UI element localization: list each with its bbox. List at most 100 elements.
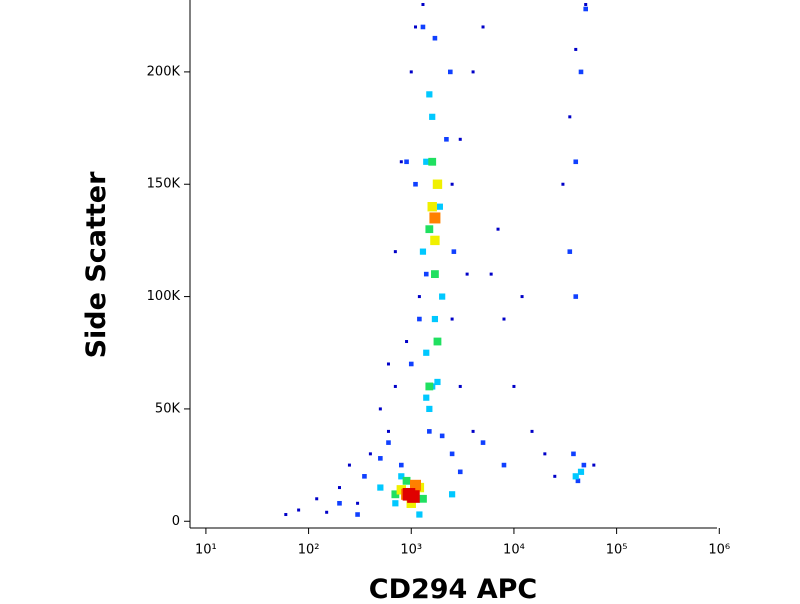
point	[439, 433, 445, 439]
point	[489, 272, 493, 276]
point	[423, 158, 430, 165]
point	[450, 317, 454, 321]
point	[356, 501, 360, 505]
point	[423, 271, 429, 277]
point	[573, 159, 579, 165]
y-tick-label: 200K	[147, 64, 181, 79]
point	[405, 340, 409, 344]
point	[378, 456, 383, 461]
point	[502, 317, 506, 321]
point	[432, 179, 443, 189]
point	[480, 440, 486, 445]
point	[368, 452, 372, 456]
point	[284, 513, 288, 517]
point	[402, 476, 411, 485]
point	[423, 349, 430, 356]
point	[410, 479, 422, 491]
point	[458, 384, 462, 388]
point	[377, 484, 384, 491]
point	[553, 474, 557, 478]
point	[432, 35, 438, 41]
point	[406, 498, 416, 508]
point	[592, 463, 596, 467]
point	[457, 469, 463, 475]
point	[408, 361, 414, 367]
point	[413, 181, 418, 187]
point	[315, 497, 319, 501]
point	[496, 227, 500, 231]
point	[471, 70, 475, 74]
point	[417, 316, 422, 322]
point	[425, 225, 434, 234]
point	[426, 91, 433, 98]
point	[465, 272, 469, 276]
point	[512, 384, 516, 388]
point	[574, 47, 578, 51]
point	[449, 491, 456, 498]
x-tick-label: 10²	[298, 543, 320, 558]
point	[416, 511, 423, 518]
point	[398, 473, 405, 480]
point	[430, 235, 440, 246]
point	[417, 295, 421, 299]
point	[581, 462, 587, 468]
x-tick-label: 10¹	[195, 543, 217, 558]
point	[407, 490, 420, 503]
point	[355, 512, 360, 517]
point	[386, 429, 390, 433]
point	[447, 69, 453, 75]
point	[429, 212, 441, 224]
point	[337, 486, 341, 490]
point	[392, 500, 399, 507]
point	[425, 382, 434, 391]
point	[404, 159, 409, 165]
x-tick-label: 10⁶	[708, 543, 730, 558]
point	[433, 337, 442, 346]
point	[409, 70, 413, 74]
y-tick-label: 150K	[147, 177, 181, 192]
point	[571, 451, 576, 457]
point	[436, 203, 443, 210]
point	[575, 478, 581, 484]
y-tick-label: 100K	[147, 289, 181, 304]
point	[378, 407, 382, 411]
point	[451, 249, 457, 254]
point	[428, 157, 437, 166]
point	[386, 440, 391, 445]
point	[399, 462, 404, 468]
point	[543, 452, 547, 456]
point	[419, 494, 427, 503]
point	[481, 25, 485, 29]
point	[568, 115, 572, 119]
point	[399, 160, 403, 164]
point	[458, 137, 462, 141]
point	[419, 248, 427, 255]
point	[449, 451, 455, 457]
y-tick-label: 50K	[155, 401, 181, 416]
x-tick-label: 10³	[400, 543, 422, 558]
point	[427, 429, 432, 434]
point	[583, 6, 589, 12]
y-tick-label: 0	[172, 514, 180, 529]
point	[431, 315, 439, 323]
point	[577, 468, 585, 475]
point	[573, 294, 579, 299]
x-tick-label: 10⁴	[503, 543, 525, 558]
point	[530, 429, 534, 433]
point	[386, 362, 390, 366]
x-axis-title: CD294 APC	[369, 574, 538, 600]
point	[362, 474, 367, 479]
point	[347, 463, 351, 467]
point	[444, 137, 449, 142]
point	[393, 250, 397, 254]
point	[423, 394, 430, 401]
x-tick-label: 10⁵	[606, 543, 628, 558]
point	[429, 113, 436, 120]
point	[427, 202, 437, 212]
point	[572, 473, 579, 480]
point	[337, 500, 342, 506]
point	[431, 270, 439, 279]
